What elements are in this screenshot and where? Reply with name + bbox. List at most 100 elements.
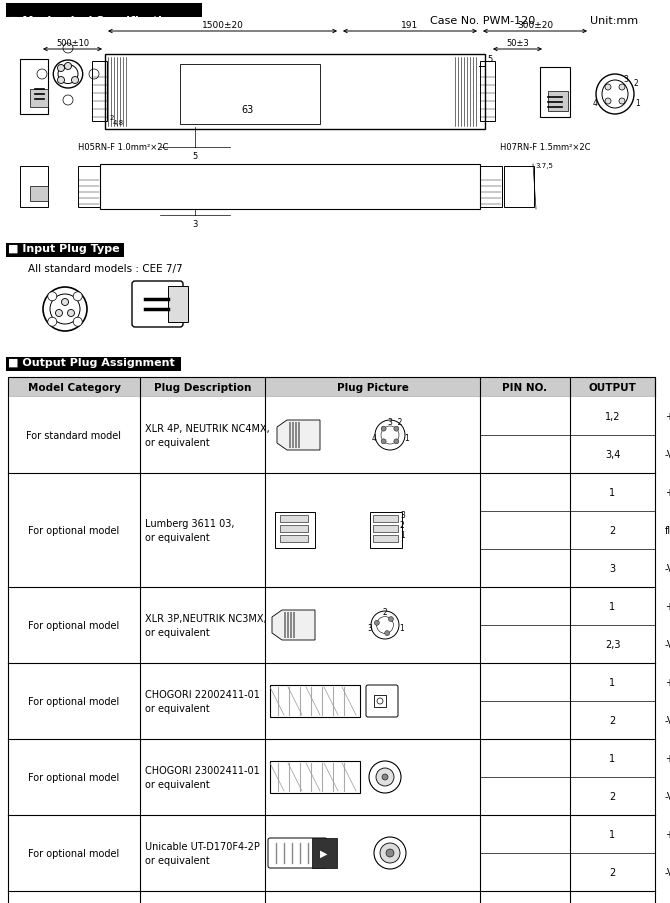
Bar [6,244,124,257]
Circle shape [63,96,73,106]
Text: Unit:mm: Unit:mm [590,16,638,26]
Text: CHOGORI 22002411-01
or equivalent: CHOGORI 22002411-01 or equivalent [145,690,260,712]
Bar [8,587,655,664]
Text: 3,4: 3,4 [605,450,620,460]
Bar [298,423,300,449]
Text: +V: +V [665,412,670,422]
Bar [295,423,297,449]
Text: +V: +V [665,829,670,839]
Text: 1: 1 [610,601,616,611]
Bar [30,90,48,107]
Text: 300±20: 300±20 [517,21,553,30]
Bar [105,55,485,130]
Bar [270,761,360,793]
Bar [373,535,398,543]
Bar [92,62,107,122]
Circle shape [389,617,393,622]
Text: PIN NO.: PIN NO. [502,383,547,393]
Bar [280,526,308,533]
Text: 4: 4 [593,99,598,107]
Bar [180,65,320,125]
Text: ■ Mechanical Specification: ■ Mechanical Specification [8,16,178,26]
Text: 2,3: 2,3 [605,639,620,649]
Text: ■ Output Plug Assignment: ■ Output Plug Assignment [8,358,175,368]
Circle shape [386,849,394,857]
Text: 1: 1 [635,99,640,107]
Circle shape [89,70,99,79]
Bar [280,516,308,523]
Text: 3: 3 [610,563,616,573]
Text: 2: 2 [610,867,616,877]
Text: 2: 2 [610,526,616,535]
Text: 3: 3 [367,623,372,632]
Text: Plug Picture: Plug Picture [336,383,409,393]
Text: Plug Description: Plug Description [154,383,251,393]
Bar [8,815,655,891]
Text: -V: -V [665,715,670,725]
Bar [20,167,48,208]
Circle shape [375,620,379,626]
Bar [293,612,295,638]
Circle shape [63,44,73,54]
Circle shape [377,698,383,704]
Bar [8,664,655,740]
Text: H05RN-F 1.0mm²×2C: H05RN-F 1.0mm²×2C [78,143,168,152]
Text: For optional model: For optional model [28,772,120,782]
Bar [8,397,655,473]
Text: 1,2: 1,2 [605,412,620,422]
Bar [20,60,48,115]
Text: 5: 5 [192,152,198,161]
Text: XLR 3P,NEUTRIK NC3MX,
or equivalent: XLR 3P,NEUTRIK NC3MX, or equivalent [145,614,267,637]
Circle shape [394,426,399,432]
Circle shape [58,78,64,84]
Bar [6,4,202,18]
Text: +V: +V [665,753,670,763]
Text: 2: 2 [110,115,115,121]
Text: 2: 2 [633,79,638,88]
Circle shape [376,768,394,787]
Bar [78,167,100,208]
Circle shape [73,293,82,302]
Circle shape [68,310,74,317]
Bar [480,62,495,122]
Circle shape [619,99,625,105]
Text: 2: 2 [610,715,616,725]
Bar [289,423,291,449]
Text: 3  2: 3 2 [388,417,402,426]
Text: 1500±20: 1500±20 [202,21,243,30]
Bar [270,685,360,717]
Text: For standard model: For standard model [27,431,121,441]
Text: 1: 1 [610,677,616,687]
Text: For optional model: For optional model [28,848,120,858]
Bar [480,167,502,208]
Text: +V: +V [665,488,670,498]
Text: For optional model: For optional model [28,696,120,706]
Text: +V: +V [665,601,670,611]
Text: 3: 3 [623,75,628,84]
Circle shape [48,293,57,302]
Circle shape [380,843,400,863]
Bar [6,358,181,372]
Text: 50±3: 50±3 [506,39,529,48]
Text: 2: 2 [610,791,616,801]
Bar [504,167,534,208]
Text: For optional model: For optional model [28,526,120,535]
Circle shape [605,85,611,91]
Bar [540,68,570,118]
Circle shape [381,440,386,444]
Bar [8,473,655,587]
Circle shape [381,426,386,432]
Text: 3: 3 [400,510,405,519]
Bar [275,512,315,548]
Text: 1: 1 [610,829,616,839]
Text: ■ Input Plug Type: ■ Input Plug Type [8,244,120,254]
Circle shape [58,65,64,72]
Polygon shape [277,421,320,451]
Circle shape [73,318,82,327]
Text: XLR 4P, NEUTRIK NC4MX,
or equivalent: XLR 4P, NEUTRIK NC4MX, or equivalent [145,424,270,447]
Circle shape [37,70,47,79]
Bar [548,92,568,112]
Text: -V: -V [665,450,670,460]
Bar [8,377,655,397]
Text: 3.7,5: 3.7,5 [535,163,553,169]
